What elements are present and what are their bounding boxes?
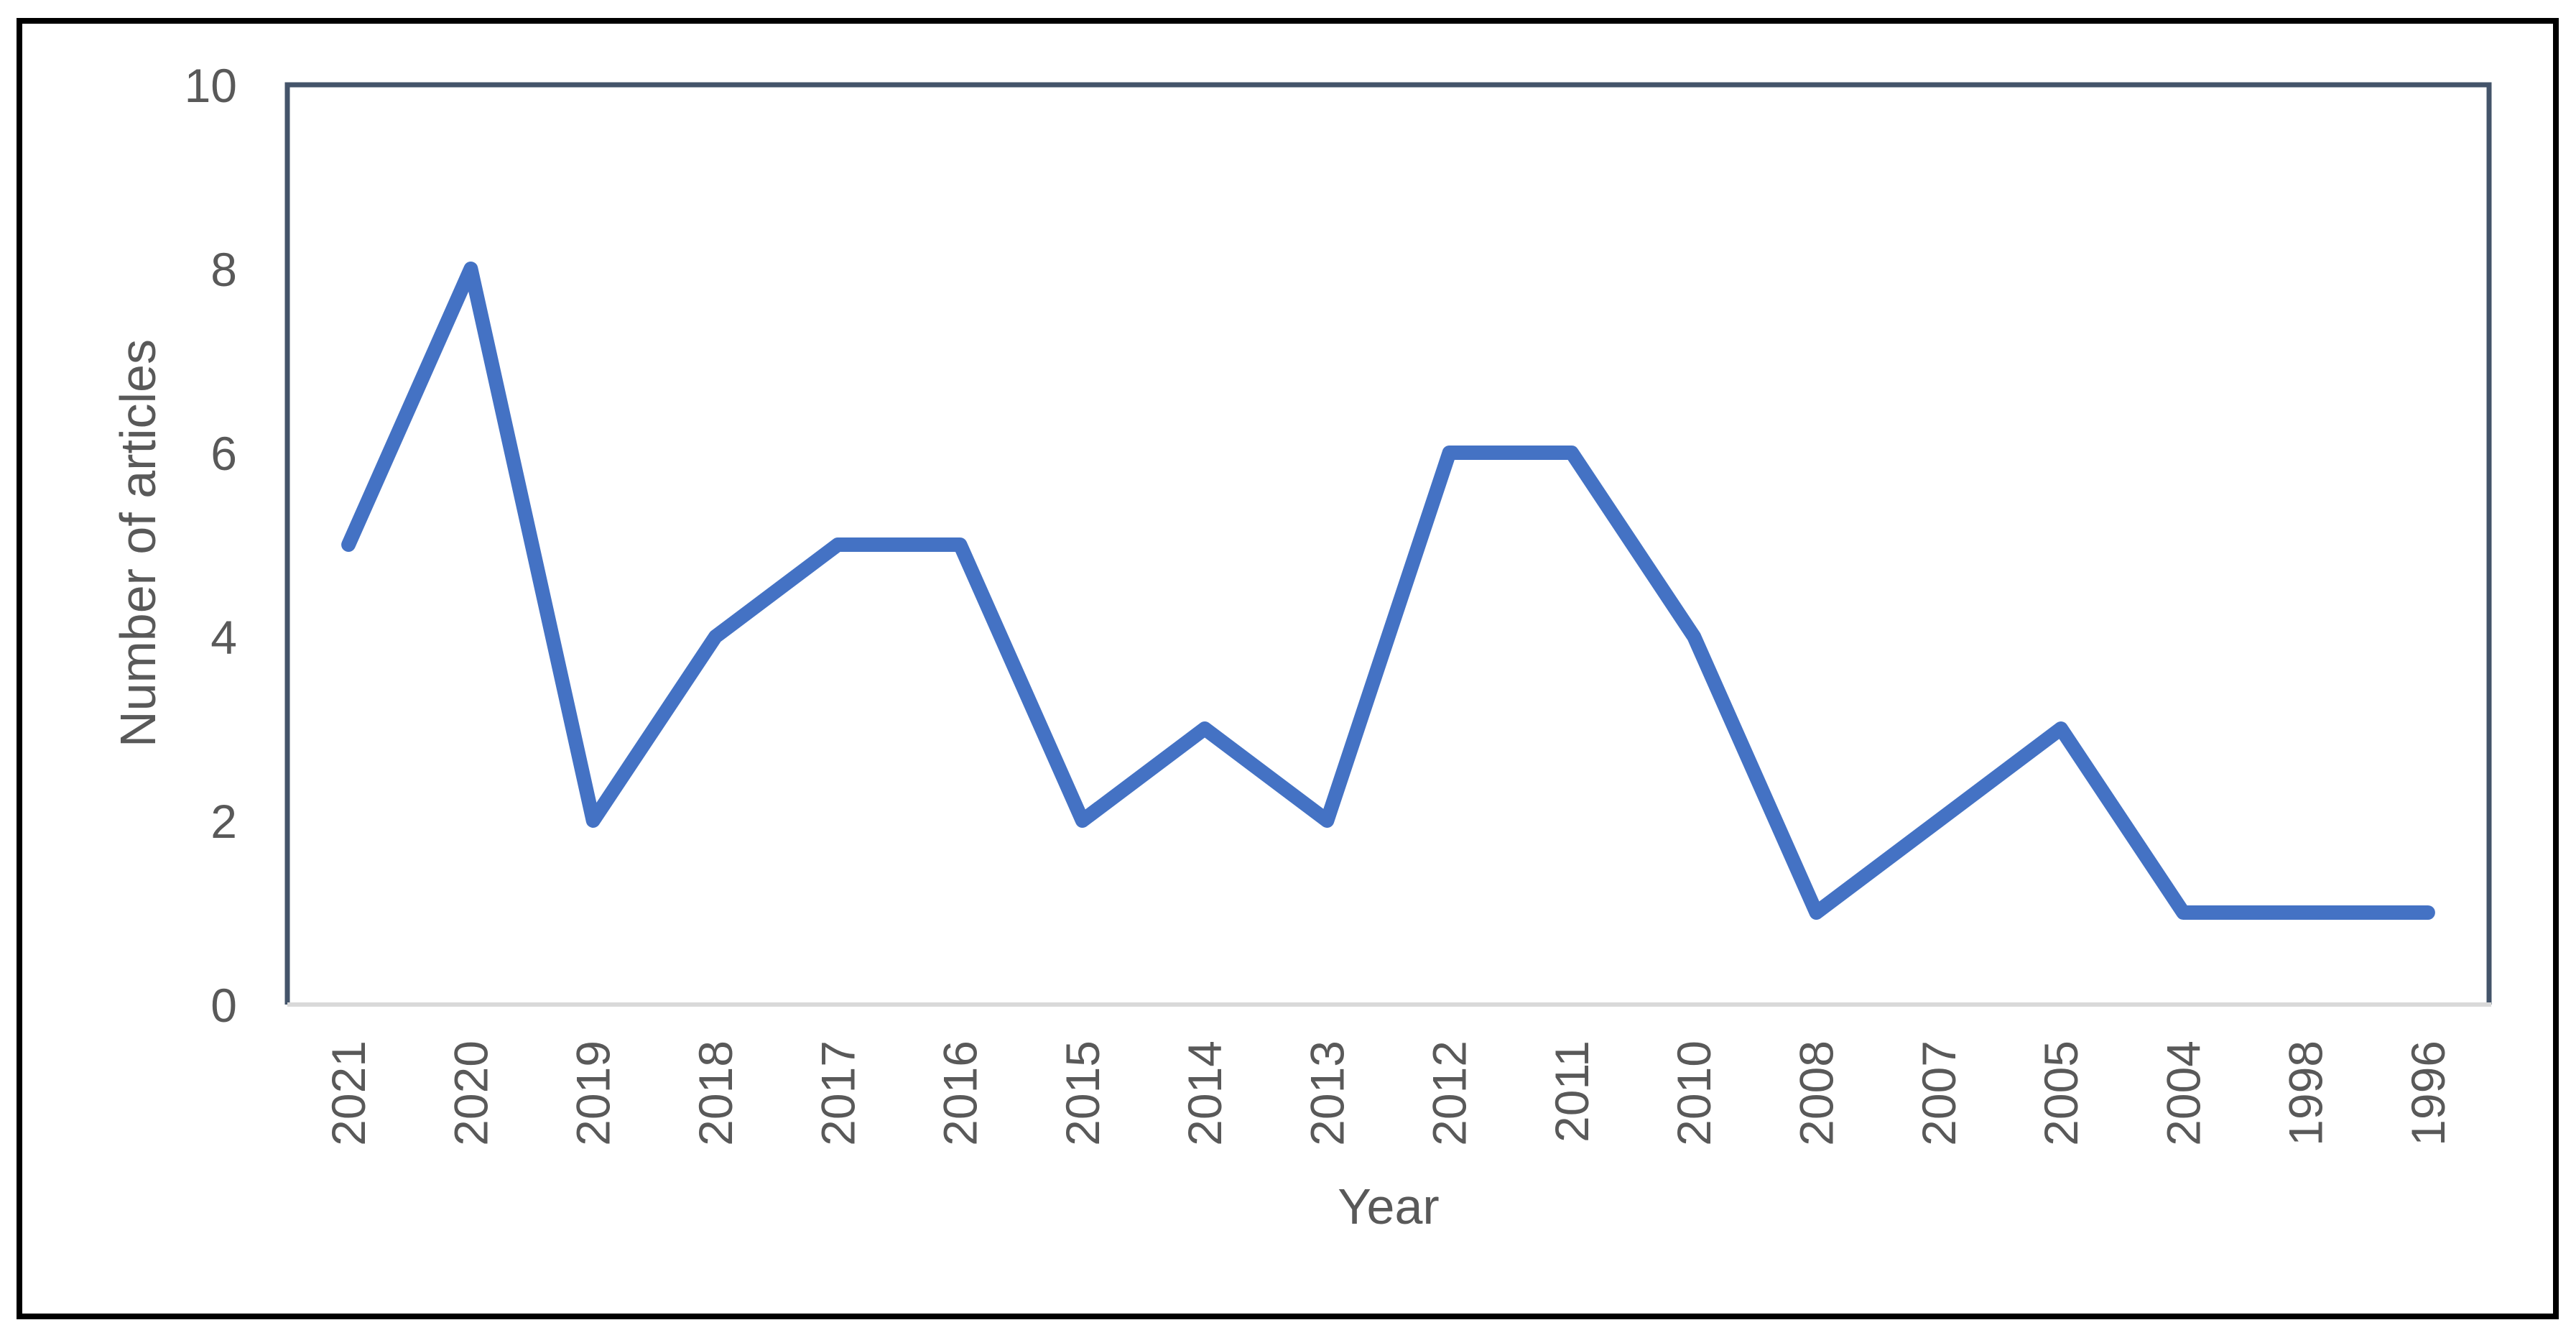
x-tick-label-2016: 2016 (934, 1040, 987, 1146)
y-tick-label-8: 8 (210, 243, 237, 296)
x-tick-label-2017: 2017 (811, 1040, 864, 1146)
y-axis-tick-labels: 0 2 4 6 8 10 (185, 59, 237, 1032)
y-tick-label-6: 6 (210, 427, 237, 480)
chart-outer-border (17, 18, 2559, 1319)
x-axis-title: Year (1338, 1178, 1439, 1234)
x-tick-label-2013: 2013 (1300, 1040, 1353, 1146)
x-tick-label-1996: 1996 (2401, 1040, 2455, 1146)
x-tick-label-2018: 2018 (689, 1040, 742, 1146)
x-tick-label-2008: 2008 (1790, 1040, 1843, 1146)
x-tick-label-2019: 2019 (567, 1040, 620, 1146)
plot-area-border (284, 82, 2492, 1005)
y-tick-label-4: 4 (210, 611, 237, 664)
x-tick-label-2021: 2021 (322, 1040, 375, 1146)
y-tick-label-10: 10 (185, 59, 237, 112)
x-tick-label-1998: 1998 (2279, 1040, 2332, 1146)
x-tick-label-2020: 2020 (444, 1040, 497, 1146)
x-tick-label-2004: 2004 (2156, 1040, 2210, 1146)
x-tick-label-2015: 2015 (1056, 1040, 1109, 1146)
x-axis-tick-labels: 2021 2020 2019 2018 2017 2016 2015 2014 2013 2012… (322, 1040, 2455, 1146)
x-tick-label-2010: 2010 (1667, 1040, 1720, 1146)
x-tick-label-2011: 2011 (1545, 1040, 1598, 1143)
x-tick-label-2007: 2007 (1912, 1040, 1965, 1146)
y-tick-label-2: 2 (210, 795, 237, 848)
y-axis-title: Number of articles (110, 339, 166, 747)
x-tick-label-2012: 2012 (1423, 1040, 1476, 1146)
series-line-number-of-articles (341, 262, 2435, 920)
x-tick-label-2014: 2014 (1178, 1040, 1231, 1146)
x-tick-label-2005: 2005 (2034, 1040, 2088, 1146)
y-tick-label-0: 0 (210, 979, 237, 1032)
